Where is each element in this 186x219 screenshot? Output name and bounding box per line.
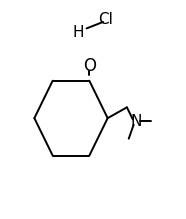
- Text: O: O: [83, 57, 96, 74]
- Text: N: N: [130, 114, 142, 129]
- Text: Cl: Cl: [98, 12, 113, 27]
- Text: H: H: [73, 25, 84, 40]
